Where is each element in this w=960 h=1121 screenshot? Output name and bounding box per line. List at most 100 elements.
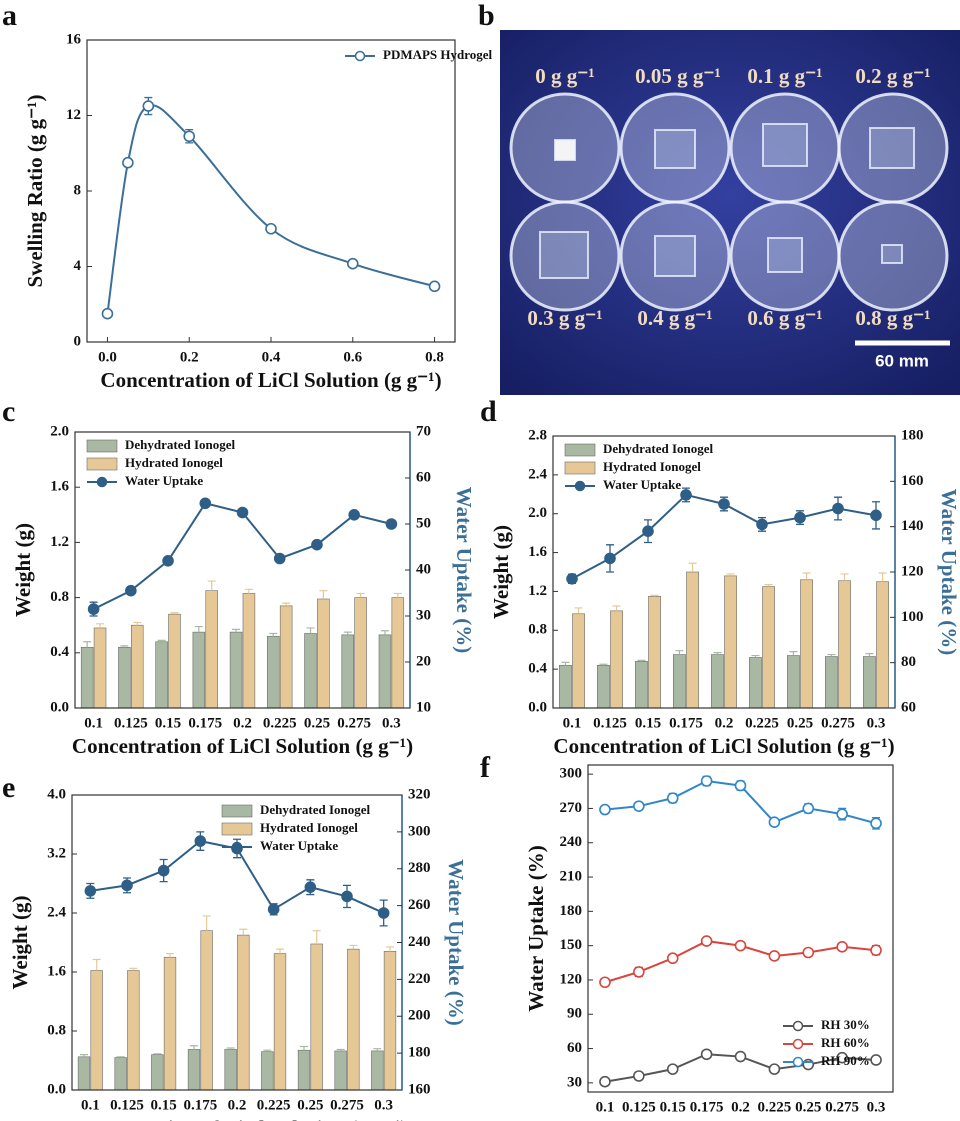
bar <box>77 1056 91 1091</box>
marker <box>680 489 692 501</box>
y2-tick-label: 20 <box>416 653 431 669</box>
bar <box>347 948 360 1091</box>
bar <box>341 634 354 709</box>
y-tick-label: 240 <box>560 834 583 850</box>
bar <box>187 1049 201 1091</box>
x-axis-title: Concentration of LiCl Solution (g g⁻¹) <box>100 368 441 392</box>
marker <box>566 572 578 585</box>
marker <box>794 511 806 524</box>
legend-marker <box>574 480 586 492</box>
y2-tick-label: 320 <box>408 786 431 802</box>
error-bar <box>319 590 328 599</box>
marker <box>162 554 174 567</box>
legend-label: Dehydrated Ionogel <box>125 437 236 452</box>
marker <box>734 779 747 792</box>
error-bar <box>789 651 798 656</box>
error-bar <box>393 592 402 598</box>
error-bar <box>561 661 570 666</box>
photo-label: 0.3 g g⁻¹ <box>527 306 602 330</box>
marker <box>836 808 848 820</box>
y-tick-label: 2.8 <box>528 427 547 443</box>
marker <box>385 518 398 530</box>
bar <box>90 970 103 1091</box>
bar <box>673 654 686 709</box>
y-tick-label: 0.0 <box>528 699 547 715</box>
error-bar <box>129 967 138 971</box>
marker <box>768 1063 781 1075</box>
x-tick-label: 0.225 <box>257 1097 291 1113</box>
x-tick-label: 0.225 <box>745 715 779 731</box>
y2-axis-title: Water Uptake (%) <box>452 487 476 653</box>
marker <box>599 976 611 989</box>
bar <box>127 970 140 1091</box>
legend-swatch <box>564 443 596 457</box>
bar <box>825 656 838 709</box>
y-tick-label: 2.4 <box>528 466 547 482</box>
legend-label: PDMAPS Hydrogel <box>383 47 493 62</box>
y-axis-title: Water Uptake (%) <box>524 845 548 1011</box>
bar <box>168 613 181 709</box>
x-tick-label: 0.125 <box>593 715 627 731</box>
bar <box>242 593 256 709</box>
x-tick-label: 0.1 <box>81 1097 100 1113</box>
error-bar <box>612 605 621 611</box>
marker <box>666 1063 679 1075</box>
bar <box>635 661 648 709</box>
marker <box>428 280 441 293</box>
bar <box>787 655 800 709</box>
bar <box>876 581 889 709</box>
bar <box>334 1050 347 1091</box>
y2-tick-label: 120 <box>901 563 924 579</box>
legend-label: Dehydrated Ionogel <box>603 441 714 456</box>
x-axis-title: Concentration of LiCl Solution (g g⁻¹) <box>66 1116 407 1121</box>
bar <box>762 586 775 709</box>
error-bar <box>726 573 735 576</box>
y2-tick-label: 180 <box>901 427 924 443</box>
y2-tick-label: 220 <box>408 971 431 987</box>
x-tick-label: 0.2 <box>180 349 199 365</box>
error-bar <box>356 592 365 598</box>
legend-label: RH 90% <box>821 1053 870 1068</box>
legend-swatch <box>221 804 253 818</box>
y-tick-label: 16 <box>66 31 82 47</box>
marker <box>870 944 882 957</box>
y-tick-label: 4 <box>74 258 82 274</box>
photo-background <box>500 30 960 395</box>
bar <box>297 1049 311 1091</box>
y2-tick-label: 140 <box>901 518 924 534</box>
bar <box>237 934 250 1091</box>
bar <box>273 953 287 1091</box>
y-tick-label: 90 <box>567 1006 582 1022</box>
y-tick-label: 180 <box>560 903 583 919</box>
error-bar <box>688 562 697 572</box>
legend-marker <box>354 50 366 62</box>
error-bar <box>96 623 105 628</box>
error-bar <box>802 572 811 580</box>
x-tick-label: 0.1 <box>596 1099 615 1115</box>
bar <box>80 646 94 709</box>
marker <box>194 835 207 847</box>
error-bar <box>306 627 315 634</box>
x-tick-label: 0.1 <box>563 715 582 731</box>
marker <box>604 552 616 565</box>
bar <box>838 580 851 709</box>
error-bar <box>299 1045 308 1051</box>
marker <box>122 156 134 169</box>
error-bar <box>650 594 659 597</box>
marker <box>633 1070 645 1082</box>
marker <box>666 792 679 804</box>
bar <box>863 656 876 709</box>
x-tick-label: 0.275 <box>337 715 371 731</box>
x-tick-label: 0.125 <box>114 715 148 731</box>
y2-tick-label: 160 <box>408 1081 431 1097</box>
y-tick-label: 0.0 <box>50 699 69 715</box>
legend-swatch <box>86 439 118 453</box>
error-bar <box>865 653 874 657</box>
bar <box>724 575 737 709</box>
marker <box>311 538 323 551</box>
x-tick-label: 0.1 <box>84 715 103 731</box>
bar <box>205 590 218 709</box>
bar <box>597 664 610 709</box>
bar <box>711 654 724 709</box>
error-bar <box>840 573 849 581</box>
